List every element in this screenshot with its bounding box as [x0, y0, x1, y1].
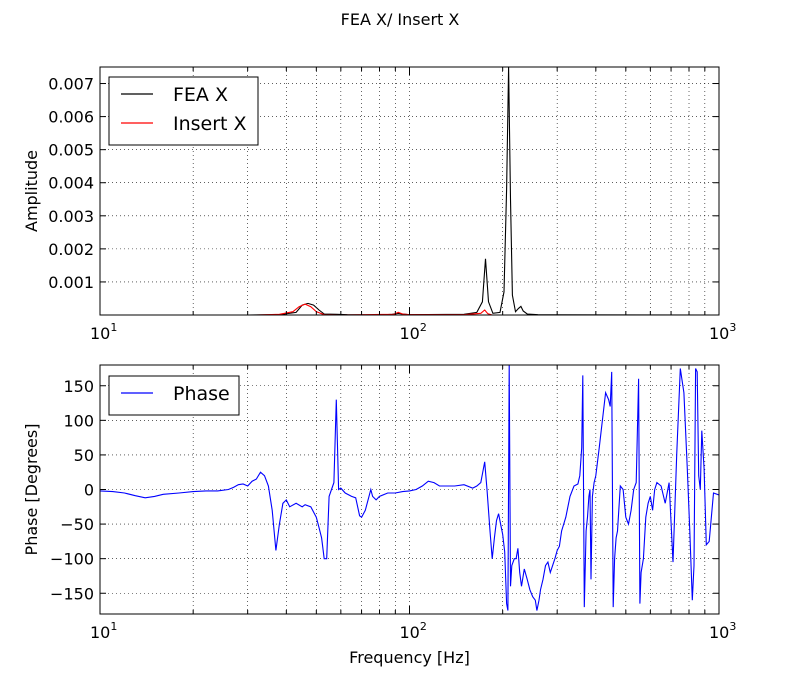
amplitude-y-axis-label: Amplitude	[22, 150, 41, 232]
y-tick-label: −150	[50, 584, 94, 603]
legend-box	[108, 375, 240, 416]
y-tick-label: −50	[60, 515, 94, 534]
phase-legend: Phase	[108, 375, 240, 416]
amplitude-panel: 101 102 103 0.001 0.002 0.003 0.004 0.005 0.006 0…	[22, 66, 736, 343]
x-tick-label: 103	[709, 321, 736, 343]
amplitude-grid	[100, 67, 719, 315]
y-tick-label: 150	[63, 377, 94, 396]
amplitude-legend: FEA X Insert X	[108, 76, 259, 146]
y-tick-label: 0.007	[48, 75, 94, 94]
legend-label: Phase	[173, 383, 230, 405]
legend-box	[108, 76, 259, 146]
y-tick-label: 0.006	[48, 108, 94, 127]
y-tick-label: 50	[74, 446, 94, 465]
legend-label: Insert X	[173, 113, 247, 135]
x-tick-label: 101	[90, 321, 117, 343]
y-tick-label: −100	[50, 550, 94, 569]
x-axis-label: Frequency [Hz]	[349, 648, 470, 667]
y-tick-label: 0.002	[48, 240, 94, 259]
y-tick-label: 100	[63, 411, 94, 430]
y-tick-label: 0.003	[48, 207, 94, 226]
phase-series-phase-line	[100, 365, 719, 611]
y-tick-label: 0.001	[48, 273, 94, 292]
y-tick-label: 0.004	[48, 174, 94, 193]
x-tick-label: 102	[400, 620, 427, 642]
phase-y-axis-label: Phase [Degrees]	[22, 424, 41, 556]
phase-panel: 101 102 103 150 100 50 0 −50 −100 −150 Phase [Degr…	[22, 364, 736, 667]
y-tick-label: 0	[84, 481, 94, 500]
y-tick-label: 0.005	[48, 141, 94, 160]
figure-title: FEA X/ Insert X	[340, 10, 460, 29]
amplitude-series-fea-x-line	[100, 67, 719, 315]
x-tick-label: 102	[400, 321, 427, 343]
x-tick-label: 101	[90, 620, 117, 642]
x-tick-label: 103	[709, 620, 736, 642]
legend-label: FEA X	[173, 84, 228, 106]
